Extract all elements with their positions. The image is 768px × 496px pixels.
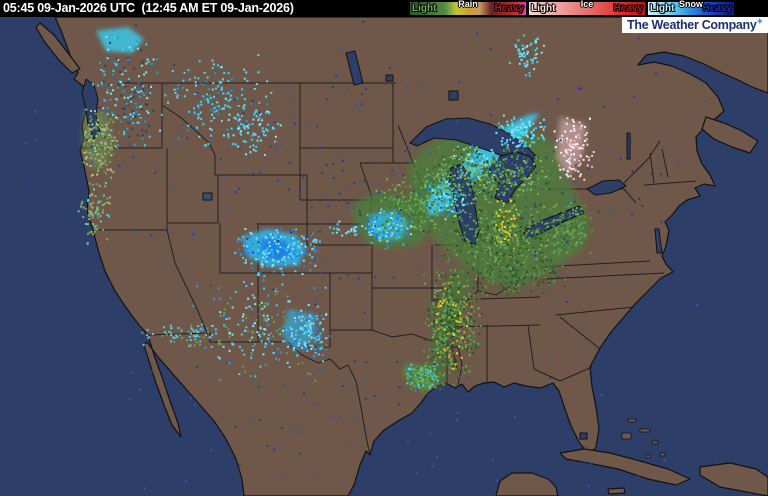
radar-base-layer <box>82 27 589 393</box>
top-bar: 05:45 09-Jan-2026 UTC (12:45 AM ET 09-Ja… <box>0 0 768 17</box>
legend-ice-light-label: Light <box>531 3 556 14</box>
lake-champlain <box>626 132 631 160</box>
legend-rain-light-label: Light <box>412 3 437 14</box>
lake-ontario <box>586 179 627 196</box>
lake-nipigon <box>448 90 459 101</box>
weather-company-logo: The Weather Company✦ <box>622 17 768 33</box>
legend-rain-bar: Rain Light Heavy <box>410 0 526 15</box>
legend-ice-heavy-label: Heavy <box>613 3 643 14</box>
radar-map <box>0 17 768 496</box>
vancouver-island <box>35 22 81 74</box>
weather-company-sparkle-icon: ✦ <box>756 17 764 26</box>
legend-ice-title: Ice <box>580 0 594 9</box>
legend-ice-bar: Ice Light Heavy <box>529 0 645 15</box>
legend-snow-light-label: Light <box>650 3 675 14</box>
timestamp: 05:45 09-Jan-2026 UTC (12:45 AM ET 09-Ja… <box>3 1 294 15</box>
landmass <box>35 17 768 496</box>
great-salt-lake <box>202 192 213 201</box>
cuba <box>559 448 691 486</box>
north-america <box>54 17 768 496</box>
lake-okeechobee <box>579 432 588 440</box>
radar-speckle-layer <box>22 20 707 490</box>
chesapeake-bay <box>654 228 663 254</box>
washington-snow-blob <box>96 27 144 53</box>
yucatan <box>495 472 559 496</box>
legend-snow-bar: Snow Light Heavy <box>648 0 734 15</box>
lake-of-the-woods <box>385 74 394 82</box>
bahamas <box>621 418 666 459</box>
nova-scotia <box>701 116 759 154</box>
legend-snow-heavy-label: Heavy <box>702 3 732 14</box>
legend-rain-heavy-label: Heavy <box>494 3 524 14</box>
lake-winnipeg <box>345 50 364 86</box>
hispaniola <box>699 462 768 496</box>
legend-snow-title: Snow <box>679 0 703 9</box>
us-radar-svg <box>0 17 768 496</box>
weather-company-name: The Weather Company <box>627 18 757 32</box>
jamaica <box>607 487 626 495</box>
legend-rain-title: Rain <box>458 0 478 9</box>
